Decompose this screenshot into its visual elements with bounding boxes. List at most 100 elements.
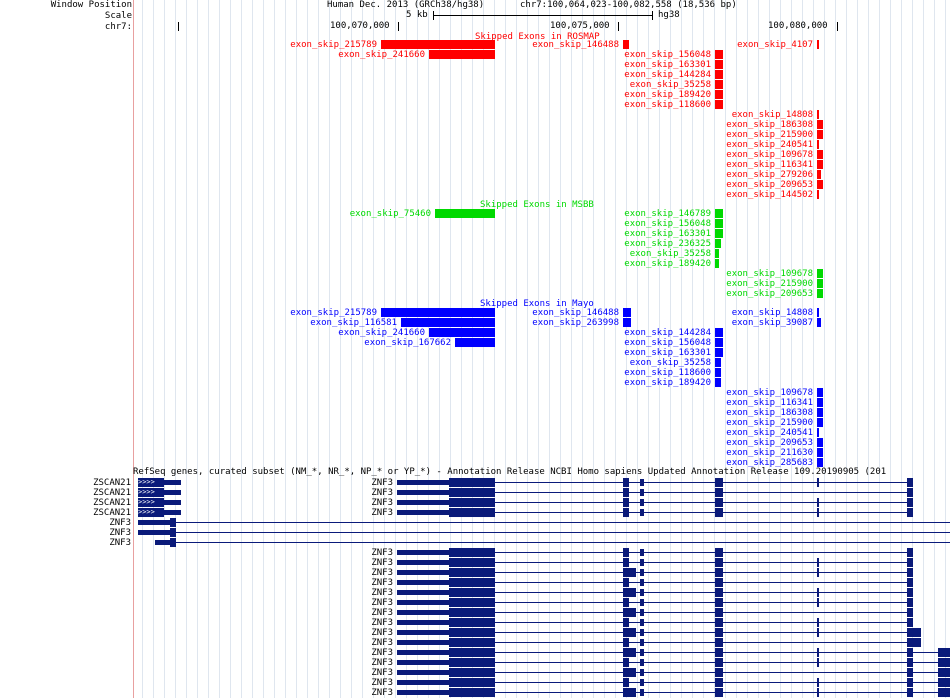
mayo-exon-skip-label[interactable]: exon_skip_156048	[624, 338, 711, 348]
znf3-exon[interactable]	[623, 498, 629, 507]
znf3-gene-label[interactable]: ZNF3	[371, 678, 393, 688]
znf3-gene-label[interactable]: ZNF3	[109, 538, 131, 548]
znf3-coding-exon[interactable]	[449, 658, 495, 667]
znf3-utr[interactable]	[397, 680, 449, 685]
znf3-exon[interactable]	[938, 668, 950, 677]
mayo-exon-skip-label[interactable]: exon_skip_189420	[624, 378, 711, 388]
znf3-exon[interactable]	[907, 618, 913, 627]
znf3-exon[interactable]	[640, 649, 644, 656]
znf3-exon[interactable]	[623, 608, 629, 617]
msbb-exon-skip-feature[interactable]	[435, 209, 495, 218]
mayo-exon-skip-feature[interactable]	[817, 428, 819, 437]
znf3-utr[interactable]	[138, 530, 170, 535]
znf3-exon[interactable]	[938, 678, 950, 687]
znf3-utr[interactable]	[397, 580, 449, 585]
msbb-exon-skip-feature[interactable]	[817, 269, 823, 278]
rosmap-exon-skip-feature[interactable]	[429, 50, 495, 59]
znf3-coding-exon[interactable]	[449, 608, 495, 617]
mayo-exon-skip-feature[interactable]	[817, 418, 823, 427]
znf3-exon[interactable]	[628, 648, 636, 657]
znf3-exon[interactable]	[907, 688, 913, 697]
znf3-exon[interactable]	[628, 568, 636, 577]
znf3-gene-label[interactable]: ZNF3	[371, 498, 393, 508]
znf3-exon[interactable]	[623, 488, 629, 497]
znf3-gene-label[interactable]: ZNF3	[371, 598, 393, 608]
znf3-exon[interactable]	[715, 498, 723, 507]
znf3-exon[interactable]	[623, 548, 629, 557]
msbb-exon-skip-feature[interactable]	[715, 259, 719, 268]
rosmap-exon-skip-label[interactable]: exon_skip_118600	[624, 100, 711, 110]
znf3-coding-exon[interactable]	[449, 648, 495, 657]
msbb-exon-skip-feature[interactable]	[715, 249, 719, 258]
rosmap-exon-skip-feature[interactable]	[817, 40, 819, 49]
znf3-exon[interactable]	[623, 618, 629, 627]
zscan21-exon[interactable]: >>>>	[138, 478, 164, 487]
znf3-exon[interactable]	[170, 518, 176, 527]
msbb-track-title[interactable]: Skipped Exons in MSBB	[480, 200, 594, 210]
znf3-utr[interactable]	[397, 630, 449, 635]
znf3-coding-exon[interactable]	[449, 668, 495, 677]
msbb-exon-skip-feature[interactable]	[715, 219, 723, 228]
znf3-exon[interactable]	[715, 508, 723, 517]
msbb-exon-skip-label[interactable]: exon_skip_146789	[624, 209, 711, 219]
znf3-exon[interactable]	[817, 498, 819, 507]
mayo-exon-skip-feature[interactable]	[381, 308, 495, 317]
msbb-exon-skip-label[interactable]: exon_skip_75460	[349, 209, 431, 219]
znf3-gene-label[interactable]: ZNF3	[371, 578, 393, 588]
znf3-exon[interactable]	[907, 678, 913, 687]
znf3-exon[interactable]	[715, 578, 723, 587]
znf3-exon[interactable]	[715, 668, 723, 677]
rosmap-exon-skip-label[interactable]: exon_skip_144502	[726, 190, 813, 200]
rosmap-exon-skip-feature[interactable]	[817, 150, 823, 159]
znf3-exon[interactable]	[715, 648, 723, 657]
zscan21-utr[interactable]	[164, 510, 181, 515]
znf3-gene-label[interactable]: ZNF3	[109, 528, 131, 538]
rosmap-exon-skip-feature[interactable]	[817, 130, 823, 139]
znf3-exon[interactable]	[628, 608, 636, 617]
znf3-exon[interactable]	[640, 589, 644, 596]
znf3-exon[interactable]	[623, 638, 629, 647]
mayo-exon-skip-label[interactable]: exon_skip_116581	[310, 318, 397, 328]
mayo-exon-skip-feature[interactable]	[817, 318, 821, 327]
znf3-exon[interactable]	[715, 588, 723, 597]
znf3-exon[interactable]	[623, 678, 629, 687]
znf3-utr[interactable]	[397, 660, 449, 665]
znf3-utr[interactable]	[397, 510, 449, 515]
znf3-exon[interactable]	[817, 618, 819, 627]
znf3-gene-label[interactable]: ZNF3	[109, 518, 131, 528]
mayo-exon-skip-label[interactable]: exon_skip_240541	[726, 428, 813, 438]
znf3-gene-label[interactable]: ZNF3	[371, 588, 393, 598]
znf3-exon[interactable]	[907, 588, 913, 597]
znf3-utr[interactable]	[397, 640, 449, 645]
rosmap-exon-skip-feature[interactable]	[623, 40, 629, 49]
rosmap-exon-skip-label[interactable]: exon_skip_163301	[624, 60, 711, 70]
znf3-utr[interactable]	[397, 560, 449, 565]
zscan21-utr[interactable]	[164, 500, 181, 505]
znf3-exon[interactable]	[817, 598, 819, 607]
znf3-exon[interactable]	[817, 558, 819, 567]
znf3-utr[interactable]	[397, 590, 449, 595]
mayo-exon-skip-label[interactable]: exon_skip_146488	[532, 308, 619, 318]
rosmap-exon-skip-label[interactable]: exon_skip_146488	[532, 40, 619, 50]
rosmap-exon-skip-label[interactable]: exon_skip_14808	[731, 110, 813, 120]
rosmap-exon-skip-label[interactable]: exon_skip_279206	[726, 170, 813, 180]
zscan21-gene-label[interactable]: ZSCAN21	[93, 508, 131, 518]
zscan21-utr[interactable]	[164, 490, 181, 495]
znf3-utr[interactable]	[397, 570, 449, 575]
mayo-exon-skip-label[interactable]: exon_skip_118600	[624, 368, 711, 378]
rosmap-exon-skip-label[interactable]: exon_skip_4107	[737, 40, 813, 50]
znf3-exon[interactable]	[640, 549, 644, 556]
mayo-exon-skip-label[interactable]: exon_skip_167662	[364, 338, 451, 348]
mayo-exon-skip-label[interactable]: exon_skip_35258	[629, 358, 711, 368]
znf3-exon[interactable]	[170, 538, 176, 547]
znf3-coding-exon[interactable]	[449, 498, 495, 507]
rosmap-exon-skip-label[interactable]: exon_skip_144284	[624, 70, 711, 80]
znf3-exon[interactable]	[623, 648, 629, 657]
znf3-coding-exon[interactable]	[449, 548, 495, 557]
znf3-exon[interactable]	[623, 508, 629, 517]
zscan21-exon[interactable]: >>>>	[138, 498, 164, 507]
znf3-exon[interactable]	[817, 588, 819, 597]
mayo-exon-skip-feature[interactable]	[715, 338, 723, 347]
rosmap-exon-skip-feature[interactable]	[817, 140, 819, 149]
znf3-coding-exon[interactable]	[449, 478, 495, 487]
